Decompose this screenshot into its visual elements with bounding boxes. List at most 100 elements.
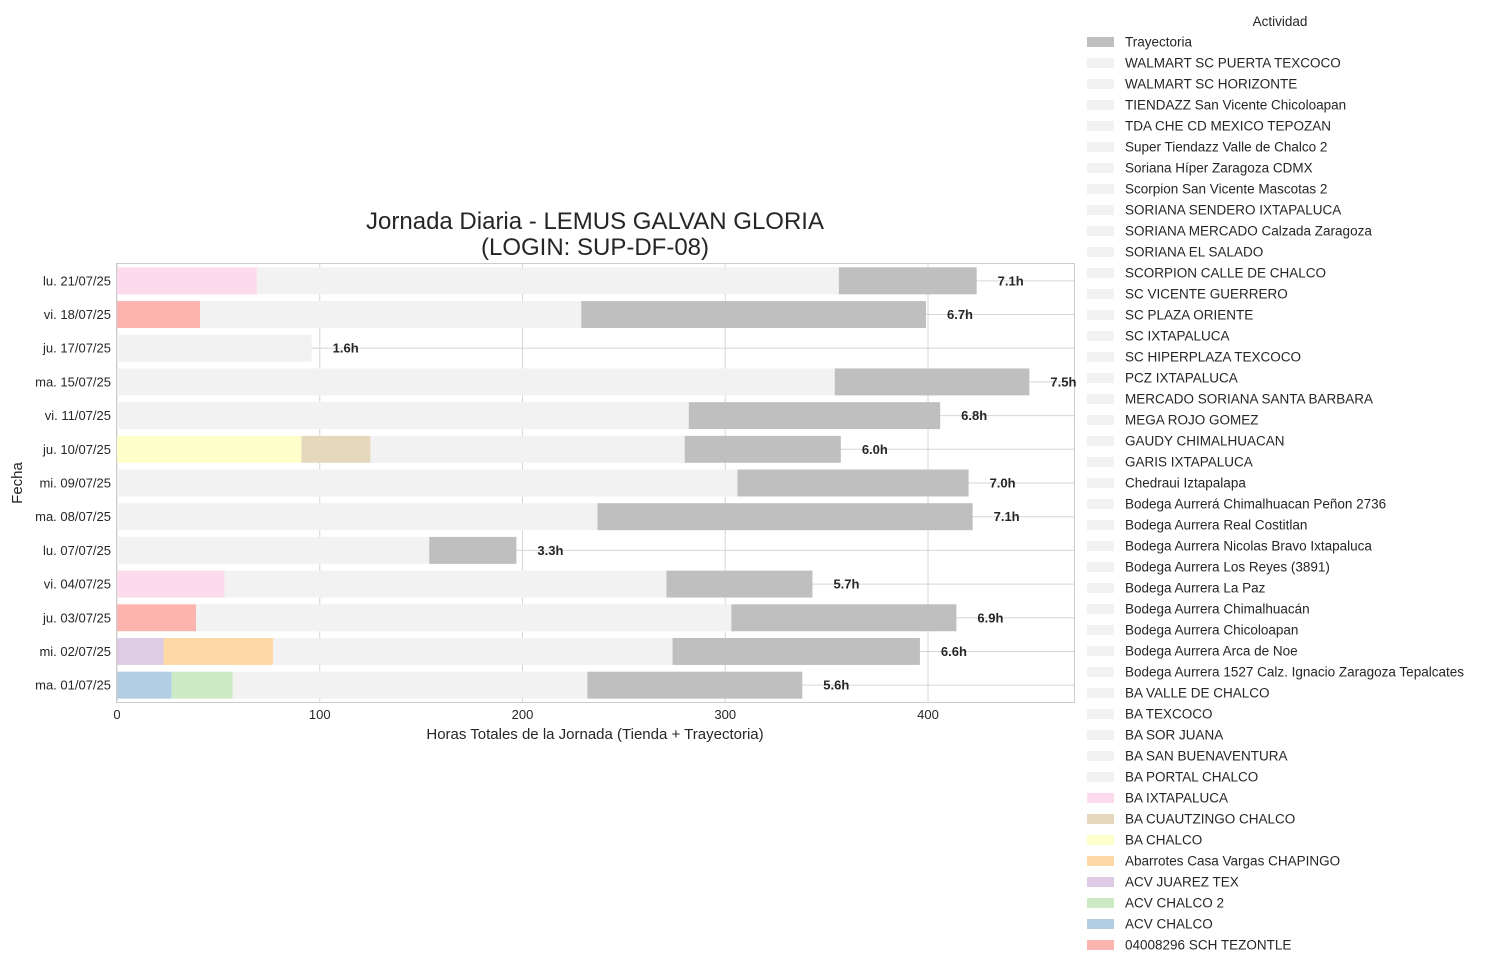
bar-total-labels: 7.1h 6.7h 1.6h 7.5h 6.8h 6.0h 7.0h 7.1h 3.3h 5.7h… — [333, 273, 1077, 692]
legend-swatch — [1087, 604, 1114, 614]
legend-entry: ACV CHALCO — [1125, 917, 1213, 932]
legend-swatch — [1087, 499, 1114, 509]
bar-segment — [117, 671, 172, 699]
y-tick-label: mi. 09/07/25 — [39, 476, 111, 491]
legend-swatch — [1087, 667, 1114, 677]
bar-segment — [737, 469, 969, 497]
bar-segment — [581, 301, 926, 329]
bar-segment — [117, 637, 164, 665]
legend-entry: ACV CHALCO 2 — [1125, 896, 1224, 911]
legend-swatch — [1087, 772, 1114, 782]
legend-swatch — [1087, 121, 1114, 131]
bar-segment — [117, 469, 738, 497]
legend-entry: Scorpion San Vicente Mascotas 2 — [1125, 182, 1327, 197]
bar-segment — [117, 503, 598, 531]
legend-entry: WALMART SC HORIZONTE — [1125, 77, 1297, 92]
legend-entry: SC VICENTE GUERRERO — [1125, 287, 1288, 302]
bar-segment — [672, 637, 920, 665]
legend-entry: TDA CHE CD MEXICO TEPOZAN — [1125, 119, 1331, 134]
legend-entry: MEGA ROJO GOMEZ — [1125, 413, 1259, 428]
legend-entry: Bodega Aurrera Arca de Noe — [1125, 644, 1298, 659]
legend-entry: 04008296 SCH TEZONTLE — [1125, 938, 1291, 953]
bar-segment — [171, 671, 233, 699]
legend-swatch — [1087, 541, 1114, 551]
legend-swatch — [1087, 100, 1114, 110]
bar-segment — [429, 536, 517, 564]
legend-entry: BA IXTAPALUCA — [1125, 791, 1228, 806]
legend-swatch — [1087, 709, 1114, 719]
y-tick-label: vi. 04/07/25 — [44, 577, 111, 592]
legend-entry: Bodega Aurrera Nicolas Bravo Ixtapaluca — [1125, 539, 1372, 554]
x-tick-label: 400 — [917, 707, 939, 722]
bar-total-label: 6.0h — [862, 442, 888, 457]
y-tick-label: ju. 10/07/25 — [42, 442, 111, 457]
bar-segment — [731, 604, 957, 632]
x-tick-label: 0 — [113, 707, 120, 722]
legend-entry: Bodega Aurrera La Paz — [1125, 581, 1266, 596]
legend-entry: SORIANA SENDERO IXTAPALUCA — [1125, 203, 1341, 218]
legend-swatch — [1087, 163, 1114, 173]
legend-swatch — [1087, 436, 1114, 446]
bar-segment — [163, 637, 274, 665]
bar-segment — [587, 671, 803, 699]
legend-swatch — [1087, 247, 1114, 257]
legend-swatch — [1087, 331, 1114, 341]
legend-swatch — [1087, 79, 1114, 89]
legend-swatch — [1087, 730, 1114, 740]
legend-entry: Bodega Aurrera Real Costitlan — [1125, 518, 1307, 533]
bar-segment — [117, 334, 312, 362]
legend-entry: TIENDAZZ San Vicente Chicoloapan — [1125, 98, 1346, 113]
bar-segment — [224, 570, 667, 598]
legend-entry: Bodega Aurrera Chicoloapan — [1125, 623, 1298, 638]
bar-segment — [370, 435, 685, 463]
bar-segment — [834, 368, 1030, 396]
legend-swatch — [1087, 205, 1114, 215]
legend-entry: GARIS IXTAPALUCA — [1125, 455, 1253, 470]
legend-swatch — [1087, 37, 1114, 47]
bars — [117, 267, 1030, 699]
bar-segment — [117, 402, 689, 430]
legend-swatch — [1087, 646, 1114, 656]
legend-swatch — [1087, 688, 1114, 698]
legend-swatch — [1087, 898, 1114, 908]
legend-swatch — [1087, 856, 1114, 866]
legend-swatch — [1087, 310, 1114, 320]
legend-entry: BA CHALCO — [1125, 833, 1202, 848]
bar-total-label: 6.8h — [961, 408, 987, 423]
bar-total-label: 7.0h — [990, 476, 1016, 491]
bar-total-label: 6.7h — [947, 307, 973, 322]
legend-swatch — [1087, 373, 1114, 383]
bar-total-label: 5.6h — [823, 678, 849, 693]
y-tick-label: ma. 01/07/25 — [35, 678, 111, 693]
bar-segment — [117, 536, 430, 564]
y-tick-label: vi. 11/07/25 — [45, 408, 111, 423]
legend-swatch — [1087, 268, 1114, 278]
y-tick-label: ju. 17/07/25 — [42, 341, 111, 356]
legend-entry: BA TEXCOCO — [1125, 707, 1213, 722]
legend-entry: BA SAN BUENAVENTURA — [1125, 749, 1288, 764]
bar-segment — [666, 570, 813, 598]
bar-segment — [256, 267, 839, 295]
legend-swatch — [1087, 877, 1114, 887]
y-tick-labels: lu. 21/07/25 vi. 18/07/25 ju. 17/07/25 ma. … — [35, 273, 111, 692]
bar-segment — [688, 402, 941, 430]
bar-segment — [196, 604, 732, 632]
y-tick-label: ju. 03/07/25 — [42, 610, 111, 625]
plot-frame — [116, 263, 1075, 703]
bar-segment — [200, 301, 582, 329]
legend-entry: Soriana Híper Zaragoza CDMX — [1125, 161, 1313, 176]
legend-swatch — [1087, 394, 1114, 404]
legend-swatch — [1087, 58, 1114, 68]
chart-title-line1: Jornada Diaria - LEMUS GALVAN GLORIA — [366, 208, 824, 235]
x-axis-label: Horas Totales de la Jornada (Tienda + Tr… — [426, 726, 763, 743]
legend-entry: SC IXTAPALUCA — [1125, 329, 1230, 344]
bar-segment — [273, 637, 673, 665]
legend-swatch — [1087, 478, 1114, 488]
bar-total-label: 6.6h — [941, 644, 967, 659]
bar-segment — [117, 570, 225, 598]
legend-swatch — [1087, 226, 1114, 236]
x-tick-label: 300 — [714, 707, 736, 722]
legend-entry: ACV JUAREZ TEX — [1125, 875, 1239, 890]
legend-swatch — [1087, 520, 1114, 530]
legend-swatch — [1087, 835, 1114, 845]
